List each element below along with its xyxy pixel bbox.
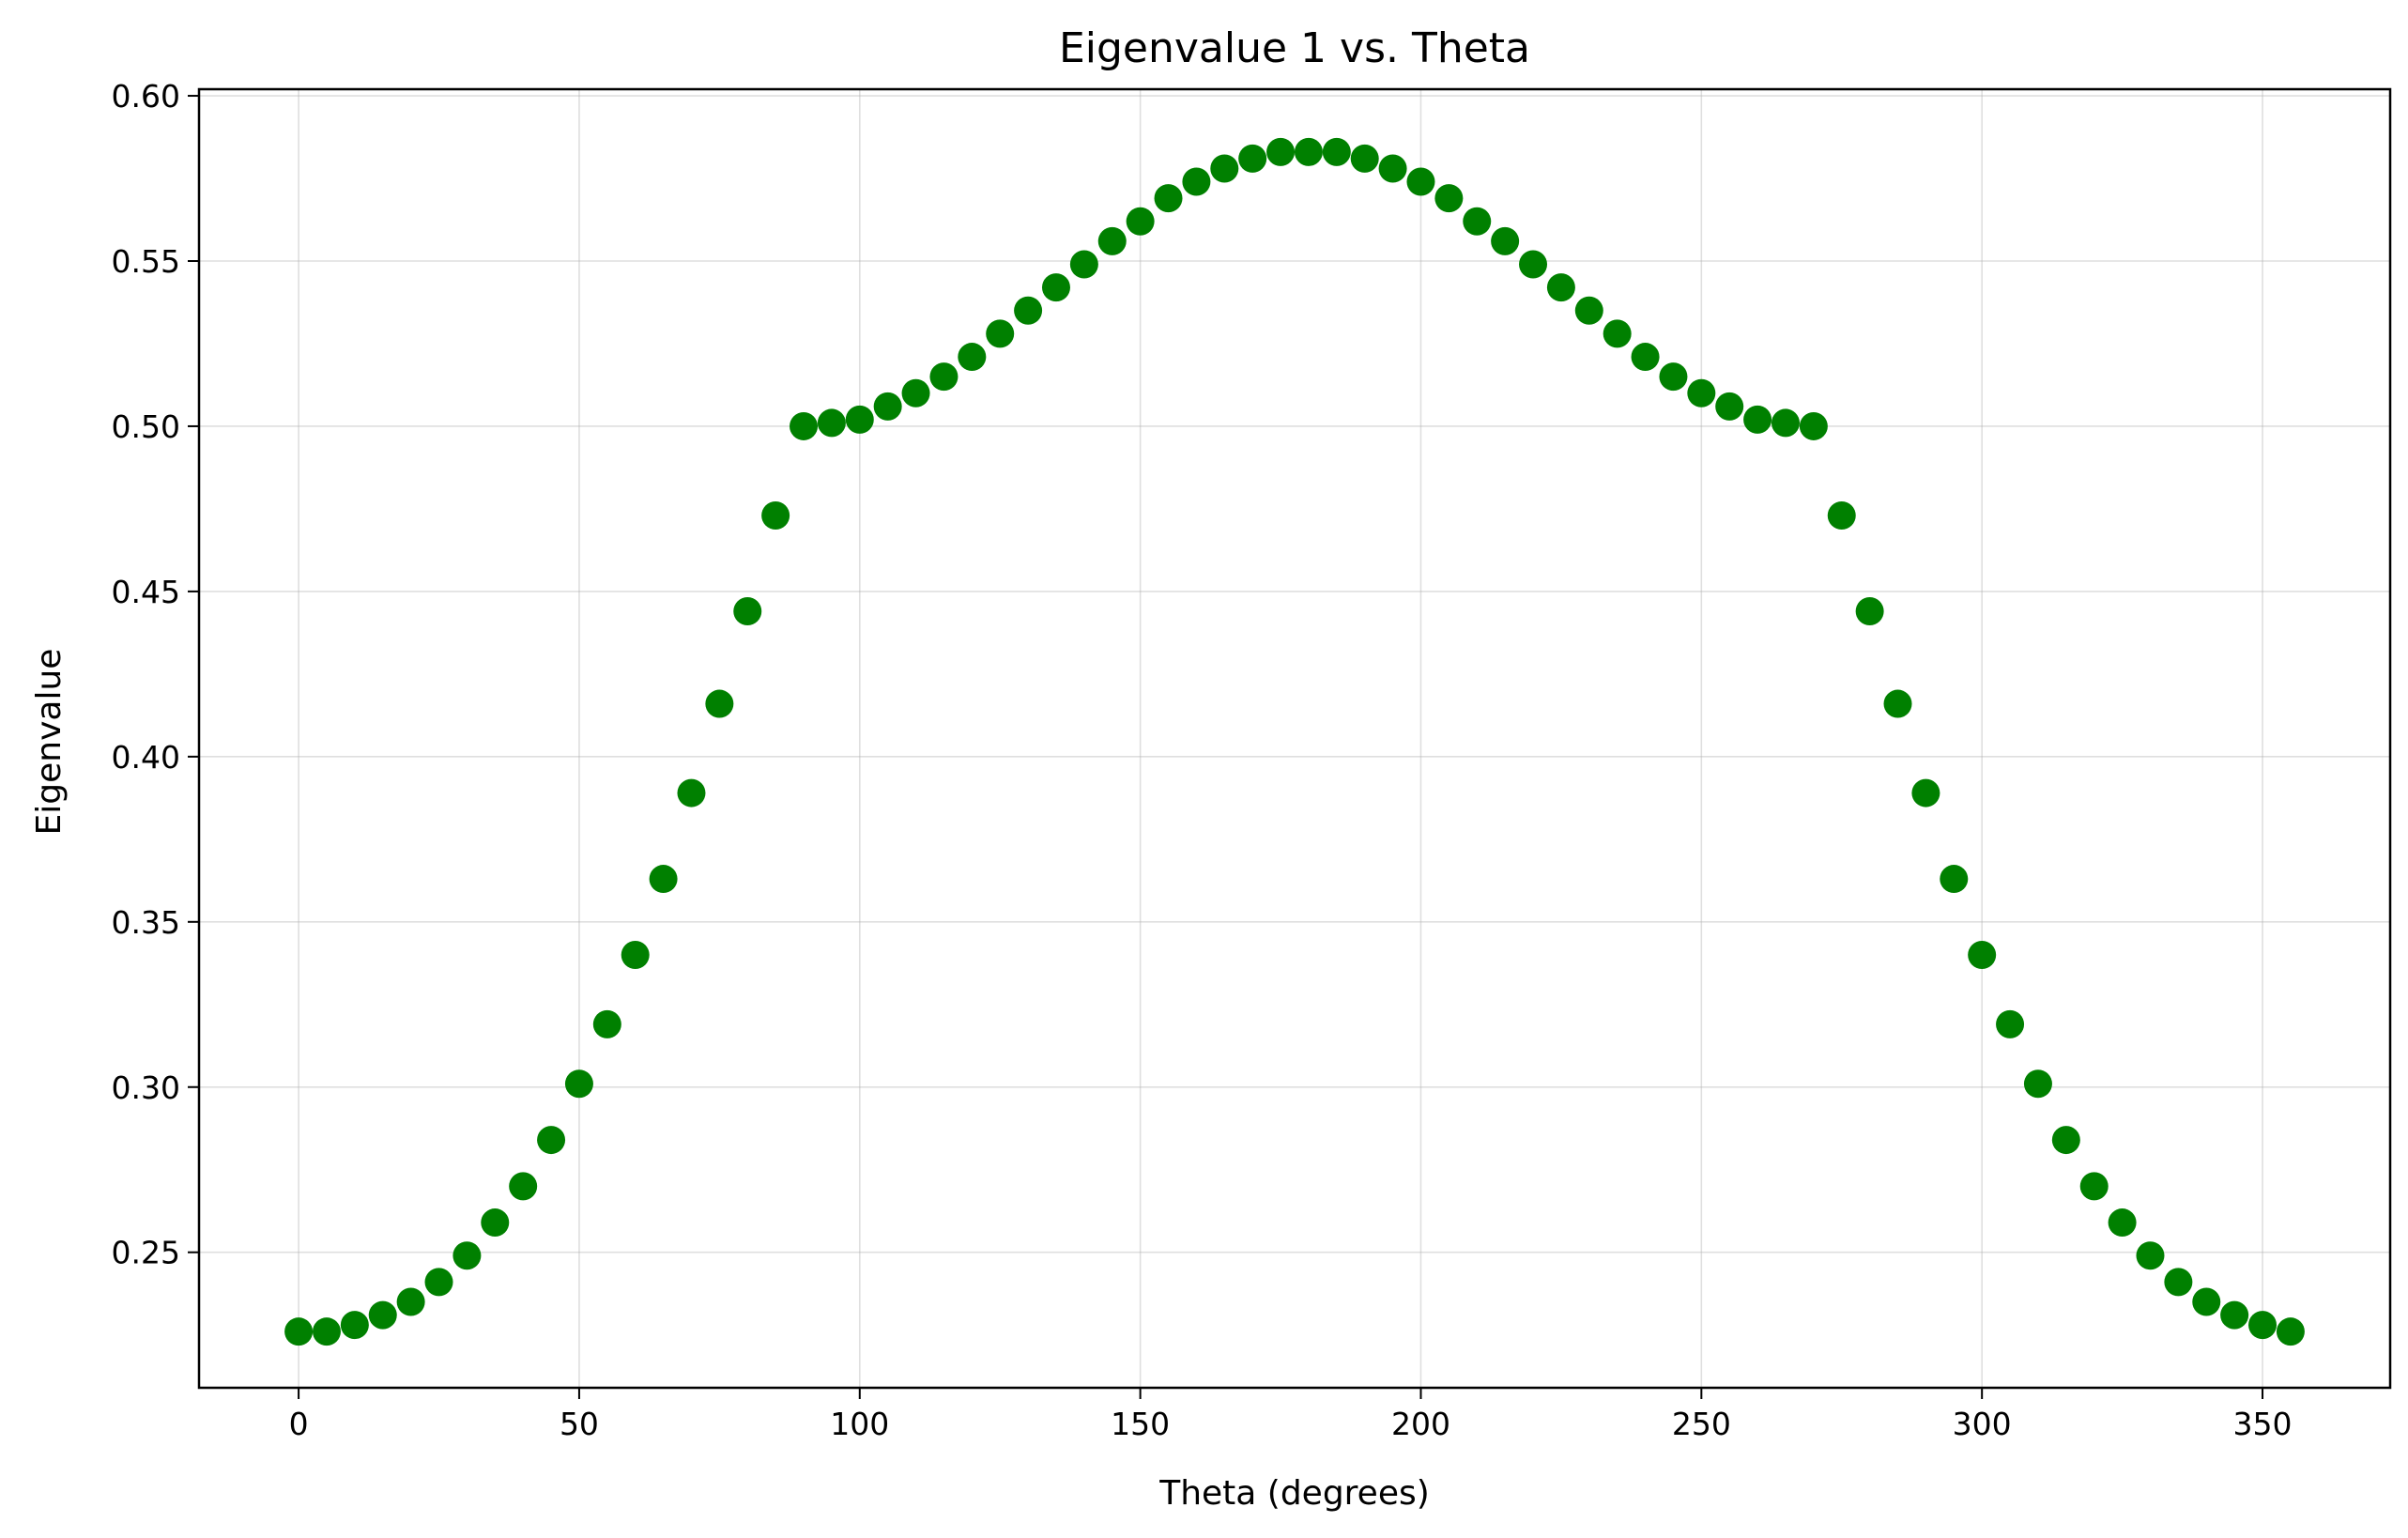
data-point <box>1182 167 1211 196</box>
data-point <box>1463 207 1492 236</box>
chart-title: Eigenvalue 1 vs. Theta <box>1059 24 1530 72</box>
data-point <box>1940 865 1969 894</box>
data-point <box>649 865 678 894</box>
data-point <box>1378 154 1407 183</box>
y-axis-label: Eigenvalue <box>30 649 69 836</box>
data-point <box>1996 1009 2025 1038</box>
data-point <box>1968 941 1997 969</box>
data-point <box>2023 1069 2052 1099</box>
data-point <box>396 1287 425 1316</box>
data-point <box>1855 597 1884 626</box>
x-tick-label: 300 <box>1953 1406 2012 1442</box>
plot-frame <box>197 87 2392 1390</box>
y-tick-label: 0.45 <box>112 574 180 610</box>
data-point <box>2220 1300 2249 1330</box>
data-point <box>817 408 846 438</box>
data-point <box>1771 408 1800 438</box>
data-point <box>677 778 706 807</box>
x-axis-label: Theta (degrees) <box>1158 1474 1430 1513</box>
y-tick-label: 0.50 <box>112 408 180 445</box>
data-point <box>1715 392 1744 421</box>
data-point <box>2192 1287 2221 1316</box>
data-point <box>1322 137 1351 166</box>
data-points <box>284 137 2305 1346</box>
data-point <box>958 343 987 372</box>
data-point <box>1350 144 1379 173</box>
data-point <box>1519 250 1548 279</box>
data-point <box>424 1268 453 1297</box>
data-point <box>1883 689 1912 718</box>
data-point <box>1434 184 1464 213</box>
data-point <box>1743 405 1772 434</box>
data-point <box>1238 144 1267 173</box>
data-point <box>1631 343 1660 372</box>
data-point <box>2276 1317 2305 1346</box>
x-tick-label: 350 <box>2233 1406 2293 1442</box>
data-point <box>873 392 902 421</box>
y-tick-label: 0.55 <box>112 243 180 280</box>
y-tick-label: 0.25 <box>112 1235 180 1271</box>
data-point <box>564 1069 593 1099</box>
data-point <box>452 1241 482 1270</box>
data-point <box>733 597 762 626</box>
x-tick-label: 0 <box>289 1406 309 1442</box>
data-point <box>1827 500 1856 530</box>
data-point <box>1154 184 1183 213</box>
x-axis-ticks: 0 50 100 150 200 250 300 350 <box>289 1388 2293 1442</box>
data-point <box>1406 167 1435 196</box>
data-point <box>340 1311 369 1340</box>
data-point <box>1069 250 1098 279</box>
data-point <box>1574 296 1603 325</box>
data-point <box>1041 273 1070 302</box>
data-point <box>1097 226 1127 255</box>
data-point <box>1546 273 1575 302</box>
x-tick-label: 150 <box>1111 1406 1170 1442</box>
data-point <box>312 1317 341 1346</box>
data-point <box>1294 137 1323 166</box>
x-tick-label: 200 <box>1391 1406 1450 1442</box>
x-tick-label: 100 <box>830 1406 889 1442</box>
data-point <box>481 1208 510 1238</box>
data-point <box>1126 207 1155 236</box>
x-tick-label: 250 <box>1672 1406 1731 1442</box>
data-point <box>2051 1126 2080 1155</box>
data-point <box>1210 154 1239 183</box>
data-point <box>1687 378 1716 408</box>
data-point <box>2164 1268 2193 1297</box>
data-point <box>2136 1241 2165 1270</box>
data-point <box>592 1009 621 1038</box>
data-point <box>368 1300 397 1330</box>
data-point <box>1491 226 1520 255</box>
data-point <box>621 941 650 969</box>
x-tick-label: 50 <box>560 1406 599 1442</box>
data-point <box>1266 137 1296 166</box>
data-point <box>1911 778 1940 807</box>
data-point <box>901 378 930 408</box>
data-point <box>2079 1172 2109 1201</box>
data-point <box>845 405 874 434</box>
data-point <box>509 1172 538 1201</box>
y-tick-label: 0.40 <box>112 739 180 776</box>
data-point <box>761 500 790 530</box>
y-tick-label: 0.35 <box>112 904 180 941</box>
data-point <box>790 411 819 440</box>
y-tick-label: 0.30 <box>112 1069 180 1106</box>
data-point <box>1799 411 1828 440</box>
data-point <box>705 689 734 718</box>
data-point <box>1659 362 1688 392</box>
data-point <box>537 1126 566 1155</box>
data-point <box>1014 296 1043 325</box>
y-tick-label: 0.60 <box>112 78 180 115</box>
data-point <box>1603 319 1632 348</box>
data-point <box>284 1317 314 1346</box>
y-axis-ticks: 0.25 0.30 0.35 0.40 0.45 0.50 0.55 0.60 <box>112 78 199 1271</box>
data-point <box>929 362 959 392</box>
data-point <box>2248 1311 2278 1340</box>
data-point <box>986 319 1015 348</box>
data-point <box>2108 1208 2137 1238</box>
